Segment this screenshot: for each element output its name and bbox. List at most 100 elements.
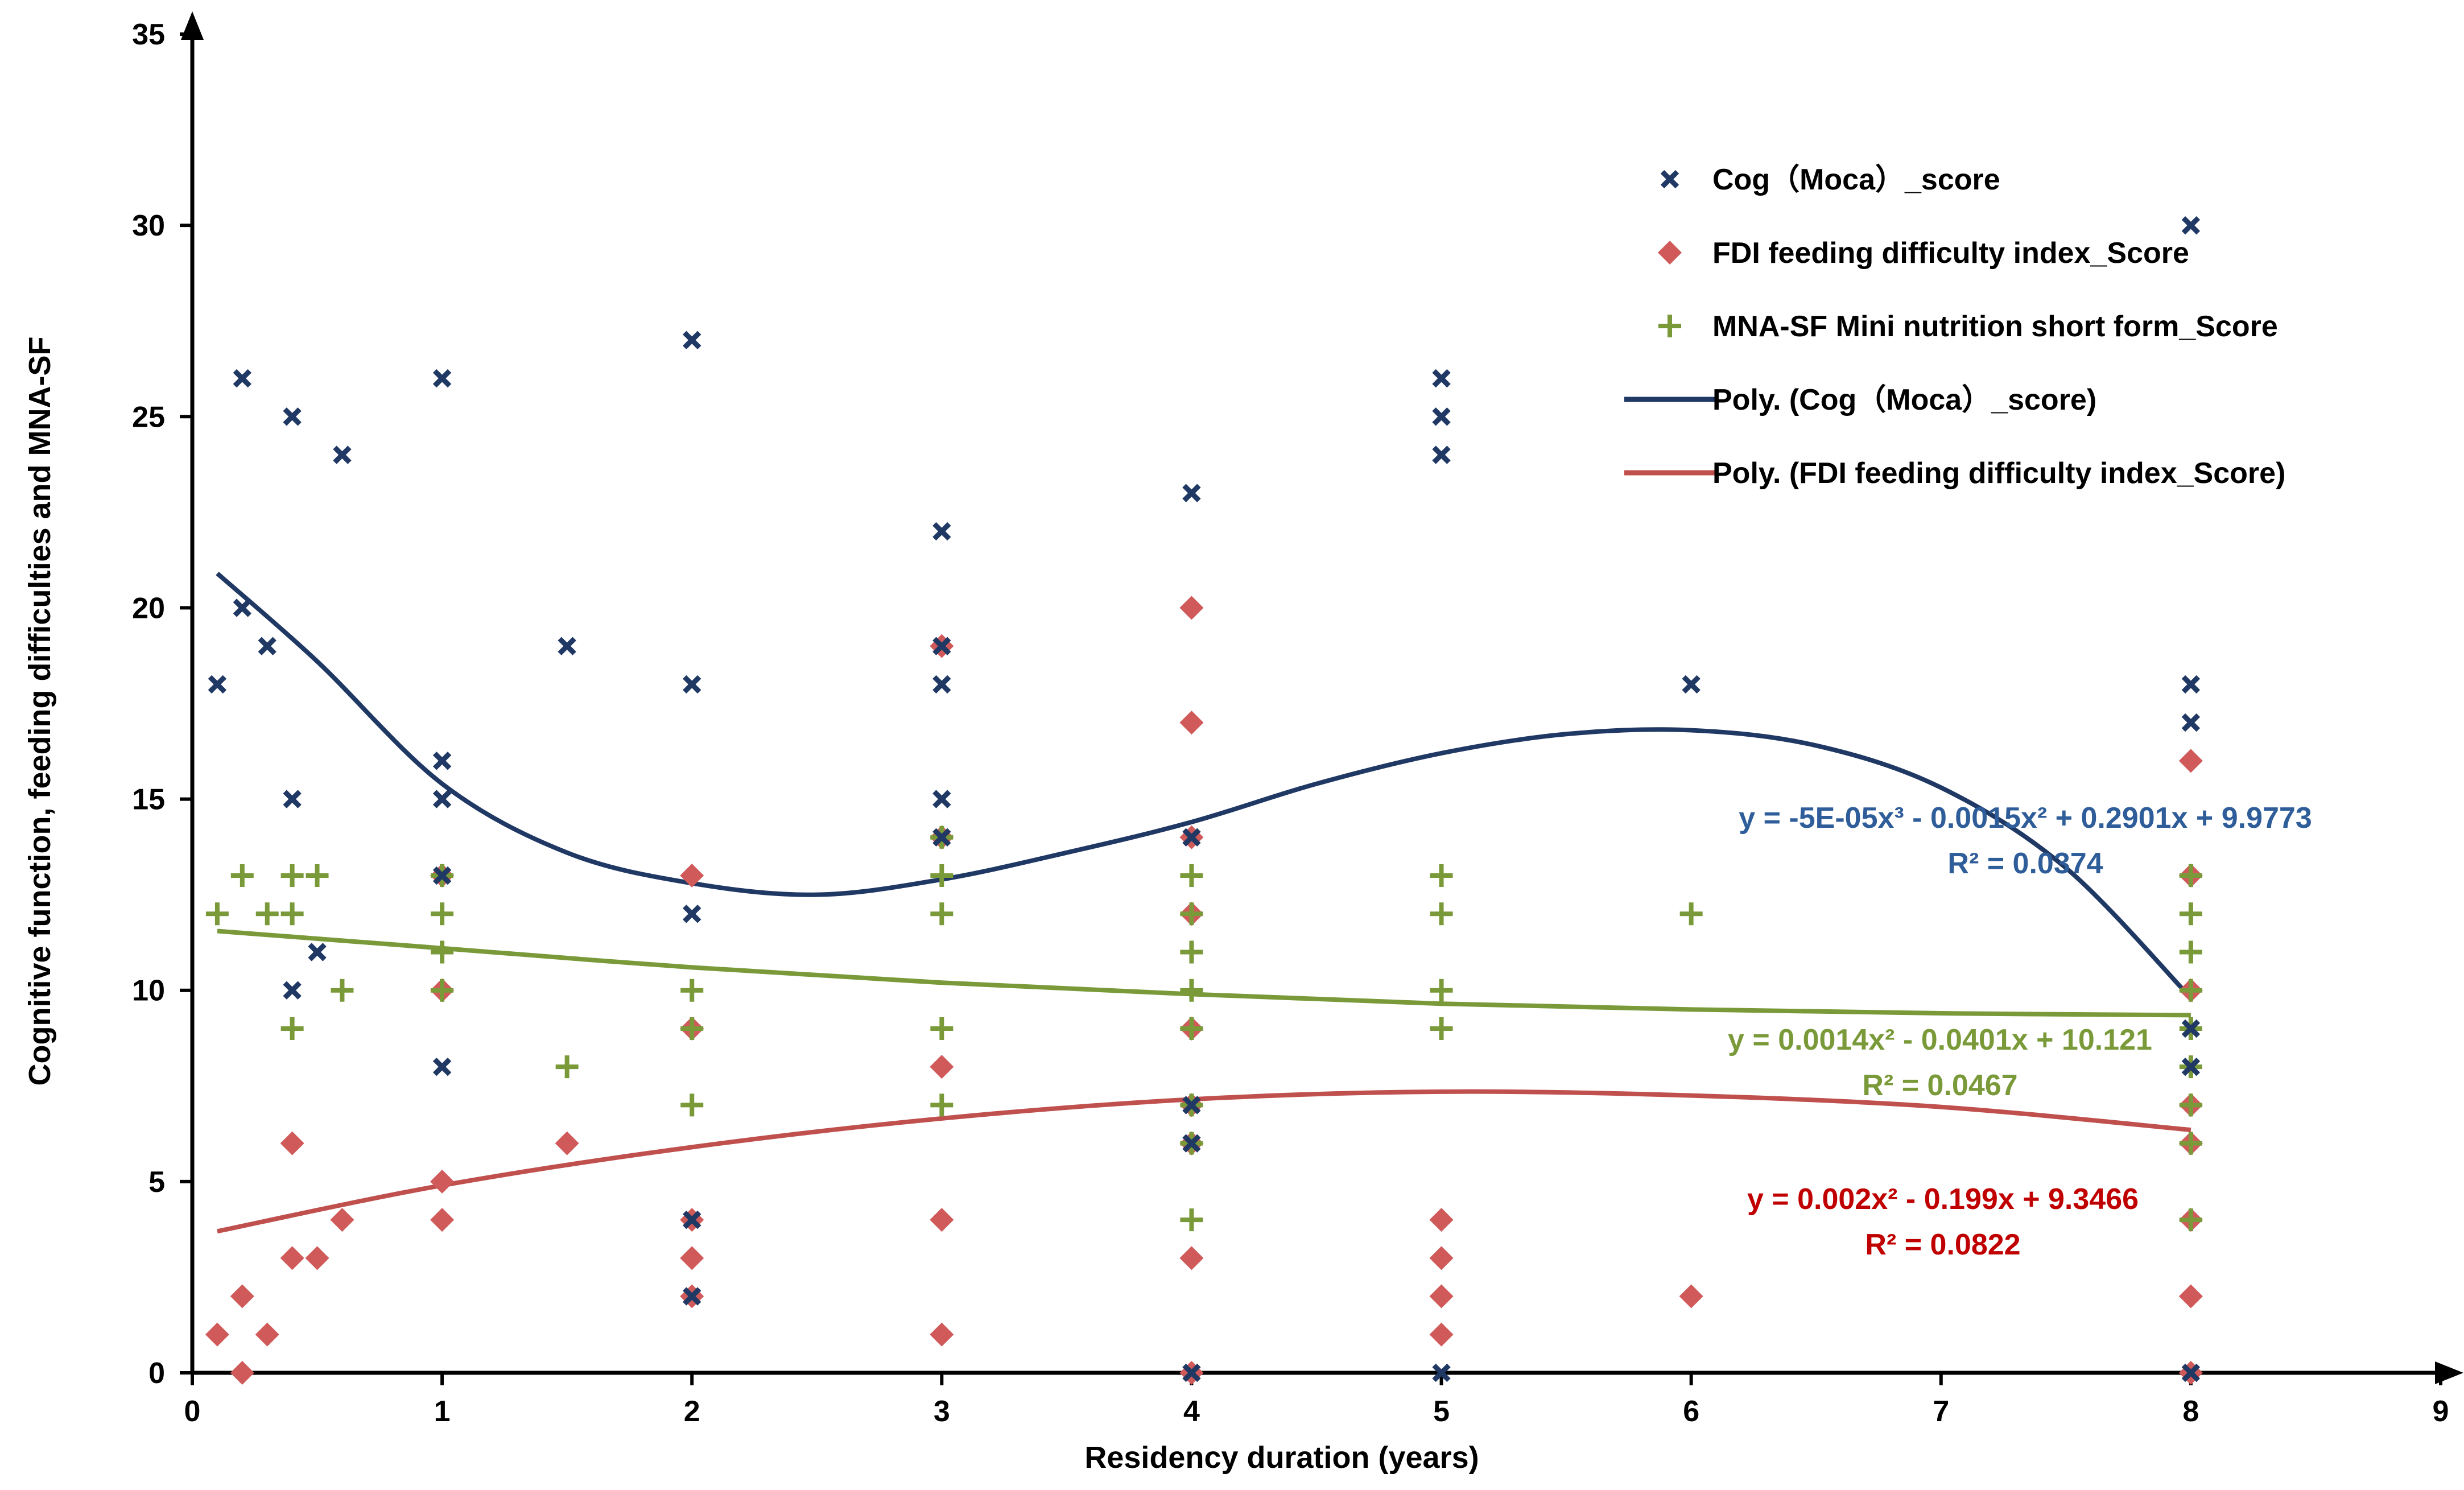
- data-point: [2179, 979, 2202, 1002]
- data-point: [2181, 1019, 2201, 1038]
- data-point: [1180, 1017, 1203, 1040]
- data-point: [431, 902, 454, 926]
- data-point: [1429, 1246, 1454, 1270]
- y-tick-label: 35: [132, 18, 165, 51]
- legend: Cog（Moca）_score FDI feeding difficulty in…: [1624, 163, 2285, 490]
- data-point: [555, 1131, 579, 1155]
- x-tick-label: 7: [1933, 1395, 1949, 1428]
- data-point: [558, 637, 576, 655]
- data-point: [230, 1361, 254, 1385]
- data-point: [680, 1246, 704, 1270]
- data-point: [1432, 445, 1451, 464]
- data-point: [930, 1322, 954, 1347]
- data-point: [331, 979, 354, 1002]
- data-point: [1179, 1246, 1204, 1270]
- data-point: [683, 675, 701, 694]
- data-point: [2179, 1093, 2202, 1117]
- x-axis-title: Residency duration (years): [1084, 1441, 1479, 1475]
- y-tick-label: 25: [132, 401, 165, 434]
- trendline-1: [217, 928, 2191, 1018]
- data-point: [683, 1210, 701, 1229]
- data-point: [2181, 1057, 2201, 1076]
- data-point: [1432, 369, 1451, 388]
- x-tick-label: 0: [184, 1395, 201, 1428]
- data-point: [208, 675, 227, 694]
- data-point: [1430, 902, 1453, 926]
- trendline-0: [216, 571, 2193, 1000]
- data-point: [431, 940, 454, 964]
- data-point: [1430, 864, 1453, 888]
- x-tick-label: 3: [934, 1395, 950, 1428]
- y-tick-label: 20: [132, 592, 165, 625]
- data-point: [932, 675, 951, 694]
- data-point: [432, 752, 452, 770]
- x-tick-label: 6: [1683, 1395, 1699, 1428]
- data-point: [1180, 940, 1203, 964]
- data-point: [432, 1057, 452, 1076]
- legend-swatch: [1660, 170, 1679, 189]
- trendline-equation: y = 0.002x² - 0.199x + 9.3466: [1747, 1183, 2139, 1216]
- data-point: [1180, 979, 1203, 1002]
- data-point: [333, 445, 352, 464]
- data-point: [680, 1093, 704, 1117]
- data-point: [1180, 864, 1203, 888]
- y-tick-label: 10: [132, 975, 165, 1008]
- data-point: [230, 1284, 254, 1309]
- trendline-equation: y = -5E-05x³ - 0.0015x² + 0.2901x + 9.97…: [1739, 802, 2312, 835]
- data-point: [930, 1055, 954, 1079]
- data-point: [2181, 675, 2201, 694]
- trendline-equation: y = 0.0014x² - 0.0401x + 10.121: [1728, 1023, 2152, 1056]
- data-point: [932, 522, 951, 541]
- data-point: [233, 599, 252, 617]
- data-point: [432, 790, 452, 808]
- data-point: [1182, 484, 1201, 502]
- data-point: [2179, 1208, 2202, 1232]
- data-point: [2179, 1132, 2202, 1155]
- data-point: [205, 902, 229, 926]
- x-tick-label: 4: [1183, 1395, 1200, 1428]
- data-point: [1179, 596, 1204, 620]
- legend-label: Cog（Moca）_score: [1712, 163, 2000, 196]
- trendline-r2: R² = 0.0822: [1865, 1228, 2020, 1261]
- data-point: [330, 1208, 354, 1232]
- data-point: [1430, 1017, 1453, 1040]
- data-point: [255, 1322, 279, 1347]
- data-point: [680, 1017, 704, 1040]
- data-point: [1182, 1134, 1201, 1153]
- x-tick-label: 8: [2182, 1395, 2199, 1428]
- data-point: [432, 369, 452, 388]
- data-point: [932, 637, 951, 655]
- data-point: [2179, 864, 2202, 888]
- data-point: [1429, 1322, 1454, 1347]
- data-point: [1679, 1284, 1703, 1309]
- legend-swatch: [1658, 241, 1682, 265]
- data-points: [205, 216, 2203, 1385]
- y-tick-label: 0: [148, 1357, 165, 1390]
- data-point: [1182, 1096, 1201, 1115]
- data-point: [305, 1246, 329, 1270]
- y-tick-label: 15: [132, 783, 165, 816]
- data-point: [1180, 902, 1203, 926]
- axes: 0 1 2 3 4 5 6 7 8 9 0 5 10 15 20 25 30 35: [132, 11, 2463, 1428]
- data-point: [230, 864, 254, 888]
- y-tick-label: 30: [132, 209, 165, 242]
- data-point: [306, 864, 329, 888]
- data-point: [283, 790, 302, 808]
- data-point: [1179, 711, 1204, 735]
- data-point: [930, 1208, 954, 1232]
- data-point: [1430, 979, 1453, 1002]
- data-point: [932, 828, 951, 847]
- data-point: [308, 943, 327, 961]
- data-point: [280, 1246, 304, 1270]
- data-point: [2179, 902, 2202, 926]
- data-point: [683, 905, 701, 923]
- data-point: [255, 902, 279, 926]
- data-point: [280, 1131, 304, 1155]
- data-point: [2178, 1284, 2203, 1309]
- y-axis-title: Cognitive function, feeding difficulties…: [23, 337, 57, 1086]
- x-tick-label: 9: [2433, 1395, 2449, 1428]
- data-point: [680, 864, 704, 888]
- trendlines: [216, 571, 2193, 1234]
- data-point: [430, 1169, 455, 1194]
- data-point: [680, 979, 704, 1002]
